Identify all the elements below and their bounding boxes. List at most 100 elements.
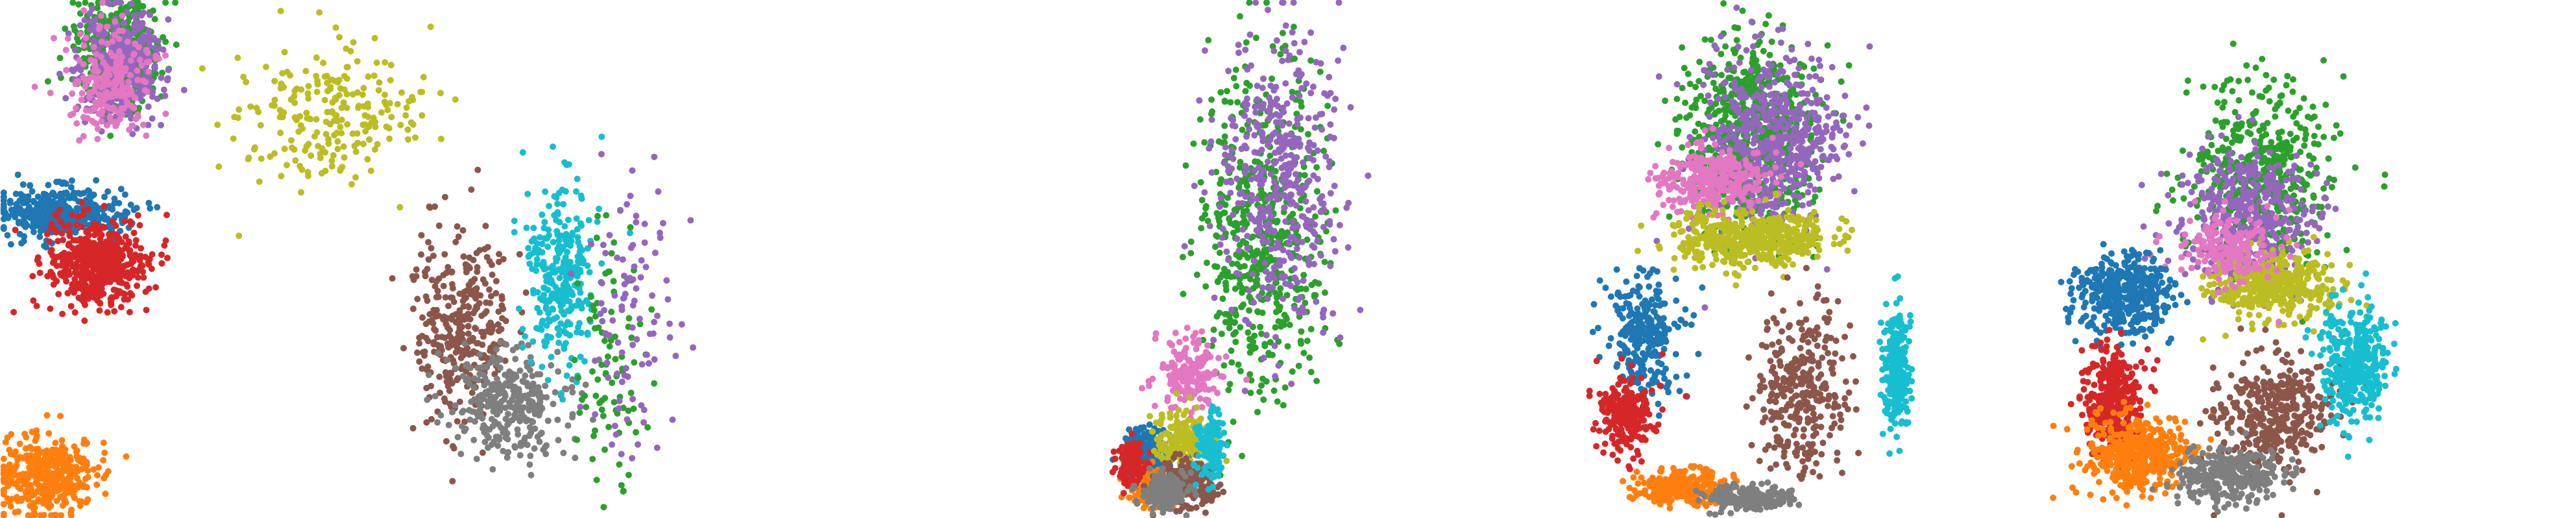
scatter-point — [1217, 89, 1224, 96]
scatter-point — [434, 419, 441, 426]
scatter-point — [123, 273, 130, 280]
scatter-point — [498, 326, 505, 333]
scatter-point — [71, 309, 79, 316]
scatter-point — [584, 262, 591, 269]
scatter-point — [498, 302, 505, 309]
scatter-point — [77, 31, 84, 38]
scatter-point — [457, 354, 465, 362]
scatter-point — [70, 492, 77, 499]
scatter-point — [442, 398, 449, 405]
scatter-point — [1309, 242, 1316, 249]
scatter-point — [82, 0, 89, 6]
scatter-point — [1320, 329, 1327, 336]
scatter-point — [655, 188, 662, 195]
scatter-point — [482, 364, 489, 370]
scatter-point — [18, 240, 25, 247]
scatter-point — [121, 19, 128, 27]
scatter-point — [477, 402, 484, 409]
scatter-point — [1211, 294, 1218, 301]
scatter-point — [347, 47, 354, 55]
scatter-point — [562, 339, 569, 347]
scatter-point — [1318, 110, 1326, 117]
scatter-point — [1330, 134, 1337, 142]
scatter-point — [1232, 136, 1239, 143]
scatter-point — [32, 438, 39, 444]
scatter-point — [95, 464, 102, 471]
scatter-point — [559, 286, 566, 293]
scatter-point — [338, 130, 345, 137]
scatter-point — [541, 235, 548, 242]
scatter-point — [1304, 338, 1311, 345]
scatter-point — [1241, 388, 1248, 395]
scatter-point — [162, 38, 169, 45]
scatter-point — [544, 417, 552, 425]
scatter-point — [474, 264, 481, 271]
scatter-point — [640, 419, 647, 426]
scatter-point — [1282, 218, 1289, 225]
scatter-point — [462, 261, 469, 268]
scatter-point — [80, 61, 87, 68]
scatter-point — [416, 334, 423, 341]
scatter-point — [331, 77, 338, 84]
scatter-point — [1225, 256, 1232, 264]
scatter-point — [1265, 350, 1272, 356]
scatter-point — [479, 449, 486, 456]
scatter-point — [409, 425, 417, 432]
scatter-point — [543, 394, 550, 401]
scatter-point — [67, 112, 74, 119]
scatter-point — [1264, 158, 1271, 165]
scatter-point — [467, 365, 474, 371]
scatter-point — [566, 332, 574, 339]
scatter-point — [502, 391, 509, 399]
scatter-point — [81, 264, 88, 271]
scatter-point — [1247, 389, 1254, 397]
scatter-point — [531, 445, 538, 452]
scatter-point — [302, 68, 310, 75]
scatter-point — [1320, 147, 1328, 154]
scatter-point — [60, 236, 66, 243]
scatter-point — [659, 219, 666, 227]
scatter-point — [1306, 255, 1313, 262]
scatter-point — [496, 251, 503, 258]
scatter-point — [0, 455, 7, 462]
scatter-point — [334, 138, 341, 145]
scatter-point — [101, 203, 108, 210]
scatter-point — [633, 285, 640, 292]
scatter-point — [70, 23, 77, 30]
scatter-point — [1296, 92, 1303, 99]
scatter-point — [1257, 174, 1264, 181]
scatter-point — [608, 308, 615, 315]
scatter-point — [1278, 164, 1285, 171]
scatter-point — [550, 239, 557, 245]
scatter-point — [1254, 82, 1261, 90]
scatter-point — [476, 247, 483, 254]
scatter-point — [1327, 90, 1334, 97]
scatter-point — [542, 188, 549, 195]
scatter-point — [1279, 57, 1286, 64]
scatter-point — [88, 284, 95, 291]
scatter-point — [1307, 369, 1315, 376]
scatter-point — [117, 253, 124, 260]
scatter-point — [21, 193, 28, 200]
scatter-point — [1239, 452, 1246, 460]
scatter-point — [1280, 321, 1287, 328]
scatter-point — [629, 395, 636, 402]
scatter-point — [354, 130, 361, 137]
scatter-point — [277, 129, 284, 136]
scatter-point — [125, 296, 131, 303]
scatter-point — [487, 395, 494, 402]
scatter-point — [489, 466, 496, 473]
scatter-point — [53, 262, 60, 269]
scatter-point — [1205, 36, 1212, 43]
scatter-point — [569, 232, 576, 239]
scatter-point — [555, 190, 563, 197]
scatter-point — [1233, 235, 1241, 242]
scatter-point — [653, 444, 661, 451]
scatter-point — [1314, 188, 1320, 195]
scatter-point — [1310, 204, 1317, 211]
scatter-point — [1171, 362, 1178, 368]
scatter-point — [422, 293, 430, 300]
scatter-point — [1260, 75, 1267, 82]
scatter-point — [480, 371, 487, 378]
scatter-point — [1257, 323, 1264, 330]
